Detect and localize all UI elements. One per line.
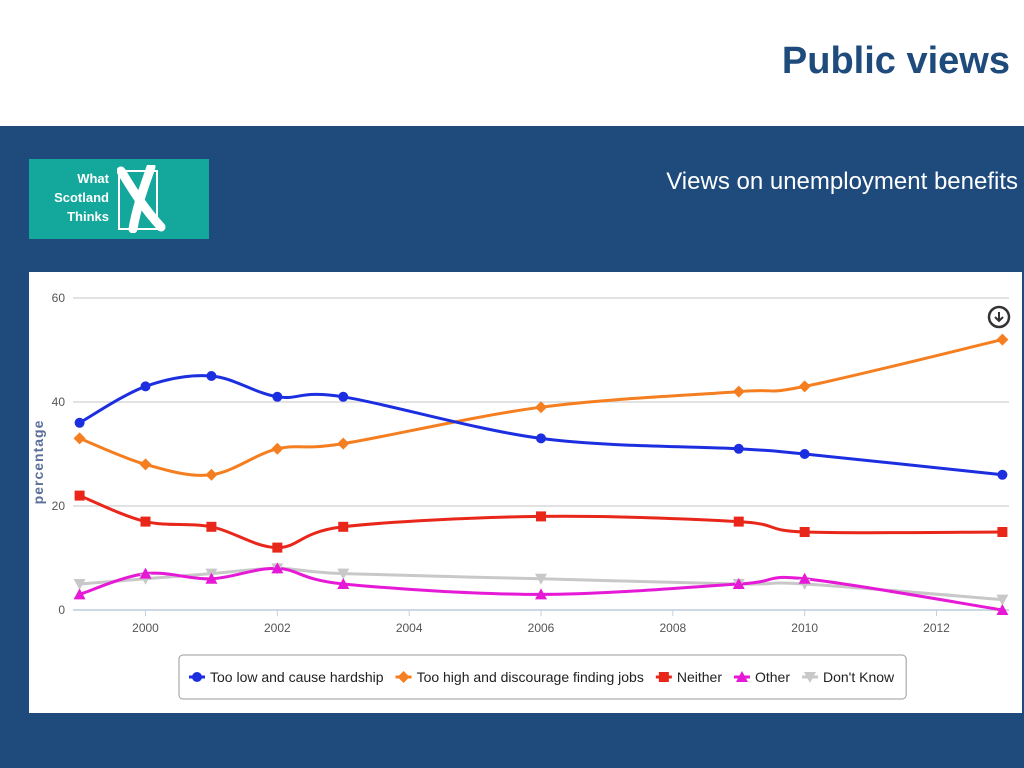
legend-label: Other bbox=[755, 669, 790, 685]
data-point[interactable] bbox=[73, 432, 86, 445]
data-point[interactable] bbox=[337, 437, 350, 450]
data-point[interactable] bbox=[536, 433, 546, 444]
legend-marker[interactable] bbox=[735, 671, 748, 682]
data-point[interactable] bbox=[338, 521, 349, 532]
data-point[interactable] bbox=[798, 572, 811, 584]
series-line bbox=[78, 374, 1003, 477]
data-point[interactable] bbox=[798, 380, 811, 393]
grid bbox=[73, 297, 1009, 611]
y-tick-label: 60 bbox=[52, 291, 66, 305]
legend-label: Don't Know bbox=[823, 669, 895, 685]
data-point[interactable] bbox=[271, 442, 284, 455]
x-tick-label: 2012 bbox=[923, 621, 950, 635]
data-point[interactable] bbox=[799, 527, 810, 537]
data-point[interactable] bbox=[140, 381, 151, 392]
logo-line: Thinks bbox=[67, 209, 109, 224]
data-point[interactable] bbox=[73, 579, 86, 590]
data-point[interactable] bbox=[205, 468, 218, 481]
legend-item[interactable]: Don't Know bbox=[802, 669, 895, 685]
legend-marker[interactable] bbox=[658, 672, 669, 682]
logo-line: Scotland bbox=[54, 190, 109, 205]
logo: What Scotland Thinks bbox=[29, 159, 209, 239]
x-tick-label: 2004 bbox=[396, 621, 423, 635]
data-point[interactable] bbox=[206, 521, 217, 532]
data-point[interactable] bbox=[996, 333, 1009, 346]
data-point[interactable] bbox=[272, 391, 283, 402]
legend-item[interactable]: Too high and discourage finding jobs bbox=[395, 669, 644, 685]
y-axis-label: percentage bbox=[30, 420, 46, 505]
data-point[interactable] bbox=[733, 443, 744, 454]
series-markers bbox=[73, 333, 1009, 615]
series-lines bbox=[78, 338, 1003, 612]
data-point[interactable] bbox=[535, 401, 547, 414]
data-point[interactable] bbox=[997, 469, 1008, 480]
x-tick-label: 2008 bbox=[659, 621, 686, 635]
data-point[interactable] bbox=[140, 516, 151, 527]
legend-item[interactable]: Other bbox=[733, 669, 790, 685]
legend-marker[interactable] bbox=[397, 671, 410, 683]
data-point[interactable] bbox=[337, 578, 350, 589]
chart-panel: 0 20 40 60 2000 2002 2004 2006 2008 2010 2012 perce… bbox=[29, 272, 1022, 713]
series-line bbox=[79, 494, 1003, 550]
axes: 0 20 40 60 2000 2002 2004 2006 2008 2010 2012 perce… bbox=[30, 291, 1009, 635]
data-point[interactable] bbox=[997, 527, 1008, 537]
legend-item[interactable]: Neither bbox=[655, 669, 722, 685]
data-point[interactable] bbox=[272, 542, 283, 553]
logo-line: What bbox=[77, 171, 109, 186]
legend-label: Too low and cause hardship bbox=[210, 669, 384, 685]
data-point[interactable] bbox=[535, 588, 547, 600]
data-point[interactable] bbox=[74, 490, 85, 501]
data-point[interactable] bbox=[205, 572, 218, 584]
y-tick-label: 20 bbox=[52, 499, 66, 513]
legend-label: Neither bbox=[677, 669, 722, 685]
data-point[interactable] bbox=[732, 385, 745, 398]
y-tick-label: 40 bbox=[52, 395, 66, 409]
x-tick-label: 2000 bbox=[132, 621, 159, 635]
y-tick-label: 0 bbox=[58, 603, 65, 617]
data-point[interactable] bbox=[337, 568, 350, 580]
data-point[interactable] bbox=[732, 578, 745, 589]
page-title: Public views bbox=[781, 40, 1010, 82]
data-point[interactable] bbox=[206, 371, 217, 381]
data-point[interactable] bbox=[139, 567, 152, 579]
data-point[interactable] bbox=[139, 458, 152, 471]
chart-subtitle: Views on unemployment benefits bbox=[666, 168, 1018, 195]
data-point[interactable] bbox=[996, 604, 1009, 615]
download-icon[interactable] bbox=[987, 305, 1011, 329]
legend-marker[interactable] bbox=[804, 672, 816, 683]
logo-text: What Scotland Thinks bbox=[37, 169, 109, 226]
data-point[interactable] bbox=[733, 516, 744, 527]
data-point[interactable] bbox=[338, 391, 349, 402]
x-tick-label: 2006 bbox=[528, 621, 555, 635]
data-point[interactable] bbox=[73, 588, 86, 600]
legend-item[interactable]: Too low and cause hardship bbox=[189, 669, 384, 685]
legend-label: Too high and discourage finding jobs bbox=[417, 669, 644, 685]
data-point[interactable] bbox=[535, 573, 547, 585]
data-point[interactable] bbox=[996, 594, 1009, 606]
data-point[interactable] bbox=[536, 511, 546, 522]
data-point[interactable] bbox=[271, 562, 284, 574]
x-tick-label: 2002 bbox=[264, 621, 291, 635]
legend-marker[interactable] bbox=[192, 672, 202, 682]
legend: Too low and cause hardship Too high and d… bbox=[178, 654, 907, 700]
x-tick-label: 2010 bbox=[791, 621, 818, 635]
data-point[interactable] bbox=[799, 449, 810, 459]
logo-x-mark bbox=[117, 165, 166, 233]
line-chart: 0 20 40 60 2000 2002 2004 2006 2008 2010 2012 perce… bbox=[30, 291, 1011, 700]
data-point[interactable] bbox=[74, 417, 85, 428]
legend-box bbox=[178, 654, 907, 700]
